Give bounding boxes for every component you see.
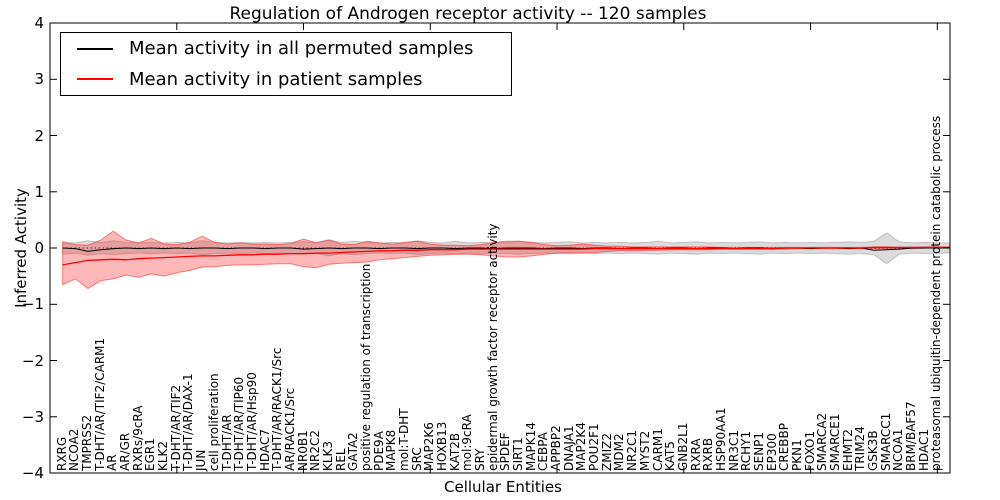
- y-tick-label: −4: [21, 464, 44, 482]
- x-category-label: T-DHT/AR/TIF2/CARM1: [92, 337, 107, 471]
- x-category-label: KLK3: [320, 440, 335, 471]
- patient-line-sample-icon: [77, 78, 113, 81]
- legend-item-permuted: Mean activity in all permuted samples: [61, 34, 511, 64]
- x-category-label: HSP90AA1: [713, 407, 728, 471]
- y-tick-label: −3: [21, 407, 44, 426]
- x-category-label: T-DHT/AR/Hsp90: [244, 372, 259, 471]
- y-tick-label: 0: [34, 239, 44, 257]
- permuted-line-sample-icon: [77, 47, 113, 50]
- legend-label-permuted: Mean activity in all permuted samples: [129, 38, 474, 60]
- x-category-label: GNB2L1: [675, 422, 690, 471]
- x-category-label: mol:T-DHT: [396, 408, 411, 471]
- x-category-label: GSK3B: [865, 430, 880, 471]
- chart-title: Regulation of Androgen receptor activity…: [229, 4, 707, 24]
- x-category-label: PKN1: [789, 439, 804, 471]
- x-category-label: MYST2: [637, 430, 652, 471]
- legend-item-patient: Mean activity in patient samples: [61, 64, 511, 94]
- x-category-label: cell proliferation: [206, 373, 221, 471]
- x-category-label: SMARCE1: [827, 413, 842, 471]
- x-category-label: proteasomal ubiquitin-dependent protein …: [929, 115, 944, 471]
- y-tick-label: 3: [34, 70, 44, 89]
- legend: Mean activity in all permuted samples Me…: [60, 32, 512, 96]
- patient-range-band: [62, 230, 951, 290]
- x-category-label: SENP1: [751, 431, 766, 471]
- legend-label-patient: Mean activity in patient samples: [129, 68, 423, 90]
- x-axis-label: Cellular Entities: [444, 478, 562, 496]
- x-category-label: positive regulation of transcription: [358, 263, 373, 471]
- y-tick-label: 1: [34, 182, 44, 201]
- y-tick-label: −1: [21, 295, 44, 314]
- y-tick-label: 2: [34, 126, 44, 145]
- patient-mean-line: [62, 246, 950, 266]
- y-tick-label: 4: [34, 14, 44, 32]
- x-category-label: AR/RACK1/Src: [282, 387, 297, 471]
- y-tick-label: −2: [21, 351, 44, 370]
